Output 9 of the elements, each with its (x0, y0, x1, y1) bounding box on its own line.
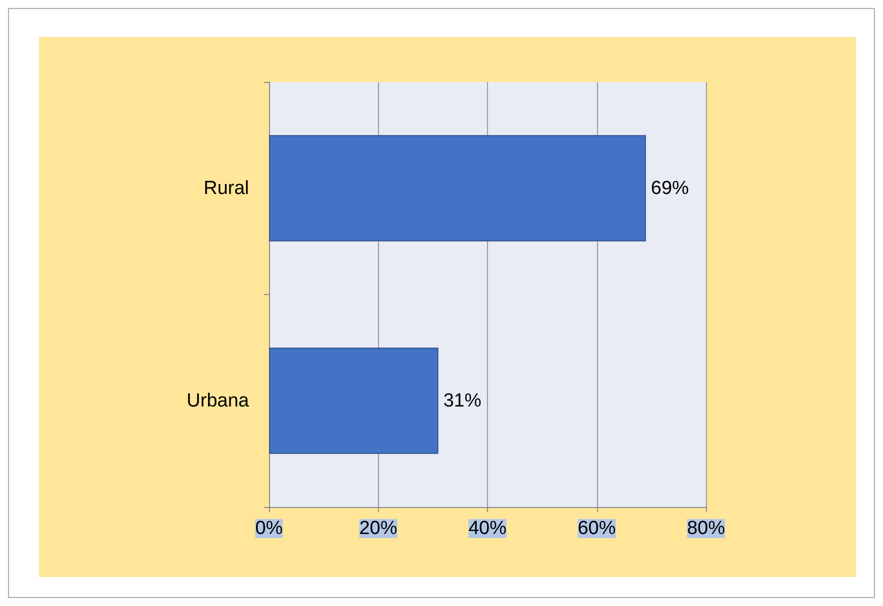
x-tick-label: 20% (359, 518, 398, 539)
x-tick-label: 60% (578, 518, 616, 539)
data-label: 31% (443, 390, 482, 412)
x-tick-label: 80% (686, 518, 726, 539)
y-tick-label: Urbana (186, 390, 250, 412)
data-label: 69% (650, 178, 690, 199)
y-tick-label: Rural (204, 178, 249, 199)
x-tick-label: 40% (468, 518, 507, 539)
x-tick-label: 0% (255, 518, 283, 539)
